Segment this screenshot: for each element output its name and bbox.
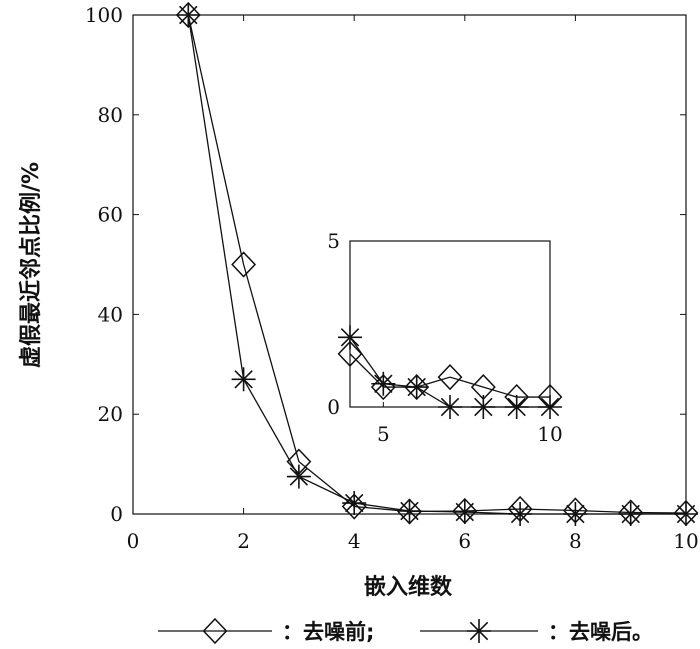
inset-y-tick-label: 0 — [327, 395, 340, 419]
main-series-2-point — [342, 491, 367, 516]
main-series-2-point — [618, 502, 643, 526]
main-y-tick-label: 40 — [98, 302, 123, 326]
main-series-2-point — [563, 502, 588, 526]
inset-series-2-point — [504, 395, 529, 419]
main-series-2-point — [176, 3, 201, 27]
inset-series-2-point — [471, 395, 496, 419]
legend-marker-1 — [202, 617, 228, 645]
main-series-2-point — [231, 367, 256, 392]
main-x-tick-label: 10 — [673, 529, 698, 553]
inset-plot: 5 10 0 5 — [327, 229, 562, 446]
inset-frame — [349, 240, 551, 408]
inset-y-tick-label: 5 — [327, 229, 340, 253]
main-series-2-point — [452, 500, 477, 525]
legend-label-1: ：去噪前; — [282, 620, 374, 644]
inset-series-2-point — [538, 395, 562, 419]
main-x-tick-label: 2 — [237, 529, 250, 553]
main-series-2-point — [674, 502, 698, 526]
inset-x-tick-label: 5 — [377, 422, 390, 446]
main-series-2-line — [187, 14, 686, 515]
main-y-tick-label: 80 — [98, 103, 123, 127]
main-series-2-point — [508, 502, 533, 526]
inset-x-tick-label: 10 — [537, 422, 562, 446]
inset-series-2-point — [371, 371, 396, 396]
main-x-tick-label: 4 — [348, 529, 361, 553]
inset-series-2-point — [404, 375, 429, 400]
main-series-2-point — [286, 464, 311, 489]
main-y-tick-label: 20 — [98, 402, 123, 426]
legend-label-2: ：去噪后。 — [548, 620, 653, 644]
y-axis-title: 虚假最近邻点比例/% — [18, 162, 44, 368]
legend: ：去噪前; ：去噪后。 — [158, 617, 653, 645]
inset-series-1-point — [337, 340, 363, 367]
main-series-1-point — [231, 251, 257, 278]
main-y-tick-label: 60 — [98, 203, 123, 227]
main-y-tick-label: 0 — [110, 502, 123, 526]
main-x-tick-label: 6 — [458, 529, 471, 553]
inset-series-2-point — [338, 325, 362, 350]
main-series-2-point — [397, 499, 422, 524]
inset-series-1-point — [437, 364, 463, 391]
main-x-tick-label: 8 — [569, 529, 582, 553]
main-series-1-point — [397, 498, 422, 525]
inset-series-2-point — [438, 395, 462, 419]
main-x-tick-label: 0 — [127, 529, 140, 553]
legend-marker-2 — [467, 619, 491, 643]
x-axis-title: 嵌入维数 — [364, 574, 453, 600]
main-y-tick-label: 100 — [85, 3, 123, 27]
